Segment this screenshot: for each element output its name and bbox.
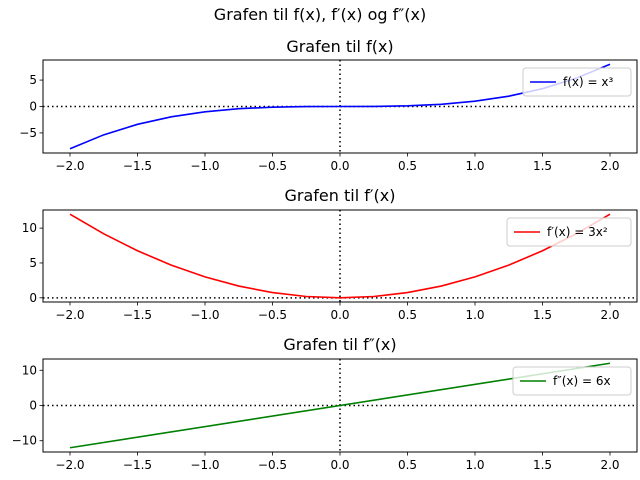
- legend-label: f′(x) = 3x²: [547, 225, 608, 239]
- x-tick-label: 2.0: [600, 159, 619, 173]
- series-line: [69, 213, 611, 299]
- y-tick-label: 0: [29, 291, 37, 305]
- x-tick-label: 2.0: [600, 458, 619, 472]
- legend-frame: [512, 366, 632, 396]
- subplot-title: Grafen til f(x): [286, 37, 393, 56]
- x-tick-label: 1.0: [465, 308, 484, 322]
- subplot-title: Grafen til f′(x): [285, 186, 396, 205]
- y-tick-label: 10: [22, 363, 37, 377]
- legend: f″(x) = 6x: [512, 366, 632, 396]
- y-tick-label: −5: [19, 126, 37, 140]
- subplot-1: Grafen til f(x) −2.0 −1.5 −1.0 −0.5 0.0 0.5 1.0…: [19, 37, 638, 173]
- legend-frame: [522, 67, 632, 97]
- x-tick-label: 0.5: [398, 159, 417, 173]
- x-tick-label: −1.0: [190, 159, 219, 173]
- x-tick-label: −0.5: [258, 458, 287, 472]
- x-tick-label: 0.5: [398, 308, 417, 322]
- x-tick-label: 1.0: [465, 159, 484, 173]
- legend-label: f″(x) = 6x: [553, 374, 611, 388]
- x-tick-label: −1.0: [190, 458, 219, 472]
- x-tick-label: −0.5: [258, 159, 287, 173]
- x-tick-label: 0.0: [330, 458, 349, 472]
- x-tick-label: −1.5: [123, 458, 152, 472]
- x-tick-label: 0.0: [330, 308, 349, 322]
- x-tick-label: 2.0: [600, 308, 619, 322]
- y-tick-label: 5: [29, 73, 37, 87]
- x-tick-label: −0.5: [258, 308, 287, 322]
- x-tick-label: 1.5: [533, 458, 552, 472]
- y-tick-label: 5: [29, 256, 37, 270]
- x-tick-label: −1.5: [123, 159, 152, 173]
- subplot-title: Grafen til f″(x): [283, 335, 396, 354]
- legend-frame: [506, 217, 632, 247]
- subplots: Grafen til f(x) −2.0 −1.5 −1.0 −0.5 0.0 0.5 1.0…: [12, 37, 638, 472]
- legend: f′(x) = 3x²: [506, 217, 632, 247]
- y-tick-label: −10: [12, 434, 37, 448]
- legend: f(x) = x³: [522, 67, 632, 97]
- subplot-2: Grafen til f′(x) −2.0 −1.5 −1.0 −0.5 0.0 0.5 1.…: [22, 186, 638, 322]
- x-tick-label: −2.0: [55, 458, 84, 472]
- x-tick-label: 0.0: [330, 159, 349, 173]
- y-tick-label: 0: [29, 100, 37, 114]
- x-tick-label: −1.0: [190, 308, 219, 322]
- legend-label: f(x) = x³: [563, 75, 613, 89]
- y-tick-label: 0: [29, 399, 37, 413]
- x-tick-label: 1.5: [533, 159, 552, 173]
- x-tick-label: 0.5: [398, 458, 417, 472]
- series-line: [69, 63, 611, 150]
- subplot-3: Grafen til f″(x) −2.0 −1.5 −1.0 −0.5 0.0 0.5 1.…: [12, 335, 638, 472]
- x-tick-label: −2.0: [55, 159, 84, 173]
- x-tick-label: 1.0: [465, 458, 484, 472]
- y-tick-label: 10: [22, 221, 37, 235]
- figure-suptitle: Grafen til f(x), f′(x) og f″(x): [214, 5, 426, 24]
- x-tick-label: −2.0: [55, 308, 84, 322]
- x-tick-label: −1.5: [123, 308, 152, 322]
- x-tick-label: 1.5: [533, 308, 552, 322]
